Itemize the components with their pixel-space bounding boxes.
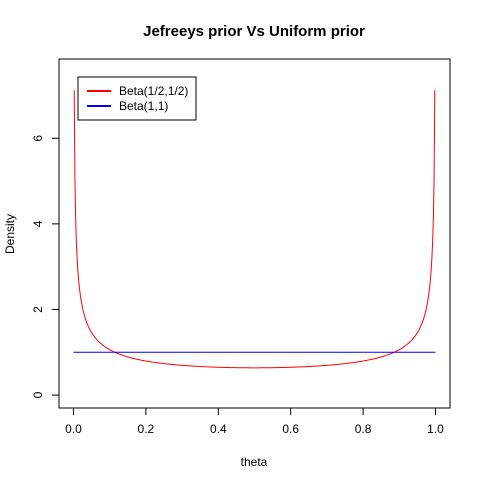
- legend: Beta(1/2,1/2)Beta(1,1): [77, 76, 197, 121]
- plot-layer: 0.0 0.2 0.4 0.6 0.8 1.0 0 2 4 6 Beta(1/2,1/2)Beta(…: [31, 58, 451, 436]
- x-tick-label: 0.4: [210, 422, 227, 436]
- x-tick-label: 0.6: [282, 422, 299, 436]
- y-tick-label: 2: [31, 306, 45, 313]
- legend-label-1: Beta(1/2,1/2): [119, 84, 188, 98]
- y-tick-label: 0: [31, 391, 45, 398]
- x-tick-label: 0.8: [355, 422, 372, 436]
- legend-box: [77, 76, 197, 121]
- y-axis-label: Density: [3, 214, 17, 254]
- series-lines: [73, 90, 436, 369]
- x-tick-label: 1.0: [427, 422, 444, 436]
- legend-label-2: Beta(1,1): [119, 99, 168, 113]
- x-axis-label: theta: [241, 455, 268, 469]
- x-tick-label: 0.2: [138, 422, 155, 436]
- chart-title: Jefreeys prior Vs Uniform prior: [143, 23, 365, 40]
- series-line-1: [73, 90, 436, 369]
- x-tick-label: 0.0: [65, 422, 82, 436]
- y-tick-label: 4: [31, 220, 45, 227]
- y-tick-label: 6: [31, 135, 45, 142]
